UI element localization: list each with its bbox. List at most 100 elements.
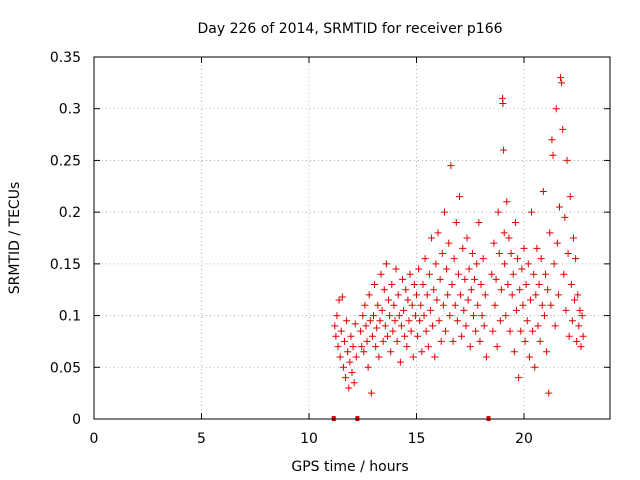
y-tick-label: 0.2	[59, 205, 81, 221]
data-point	[415, 265, 423, 273]
data-point	[389, 327, 397, 335]
data-point	[522, 281, 530, 289]
data-point	[454, 270, 462, 278]
data-point	[474, 301, 482, 309]
x-tick-label: 15	[408, 431, 426, 447]
data-point	[526, 296, 534, 304]
data-point	[368, 332, 376, 340]
data-point	[561, 213, 569, 221]
data-point	[538, 301, 546, 309]
data-point	[517, 327, 525, 335]
y-tick-label: 0.25	[50, 153, 81, 169]
data-point	[524, 260, 532, 268]
y-tick-label: 0.35	[50, 50, 81, 66]
y-tick-label: 0	[72, 412, 81, 428]
data-point	[451, 301, 459, 309]
data-point	[440, 208, 448, 216]
data-point	[456, 193, 463, 201]
data-point	[577, 343, 585, 351]
data-point	[370, 312, 377, 320]
data-point	[489, 327, 497, 335]
data-point	[488, 270, 496, 278]
y-axis: 0 0.05 0.1 0.15 0.2 0.25 0.3 0.35	[50, 50, 610, 428]
data-point	[480, 322, 488, 330]
data-point	[374, 301, 382, 309]
data-point	[571, 296, 579, 304]
data-point	[387, 348, 395, 356]
data-point	[418, 348, 426, 356]
data-point	[534, 322, 542, 330]
data-point	[468, 250, 476, 258]
data-point	[442, 327, 450, 335]
y-tick-label: 0.3	[59, 102, 81, 118]
data-point	[331, 322, 339, 330]
data-point	[432, 260, 440, 268]
data-point	[365, 291, 373, 299]
data-point	[386, 312, 394, 320]
data-point	[560, 270, 568, 278]
data-point	[430, 286, 438, 294]
data-point	[448, 281, 456, 289]
data-point	[358, 343, 366, 351]
data-point	[523, 317, 531, 325]
data-point	[521, 337, 529, 345]
data-point	[557, 74, 565, 82]
data-point	[437, 337, 445, 345]
data-point	[492, 275, 500, 283]
data-point	[551, 322, 559, 330]
plot-frame	[93, 56, 611, 420]
data-point	[382, 260, 390, 268]
data-point	[400, 306, 408, 314]
data-point	[366, 317, 374, 325]
data-point	[426, 306, 434, 314]
data-point	[519, 301, 527, 309]
data-point	[467, 286, 475, 294]
data-point	[383, 332, 391, 340]
data-point	[530, 270, 538, 278]
data-point	[532, 291, 540, 299]
data-point	[417, 301, 425, 309]
data-point	[406, 270, 414, 278]
data-point	[458, 332, 466, 340]
data-point	[449, 337, 457, 345]
data-point	[445, 239, 453, 247]
data-point	[550, 260, 558, 268]
data-point	[403, 343, 411, 351]
data-point	[573, 337, 581, 345]
data-point	[373, 324, 381, 332]
data-point	[390, 301, 398, 309]
data-point	[562, 306, 570, 314]
data-point	[443, 265, 451, 273]
data-point	[360, 348, 368, 356]
data-point	[506, 327, 514, 335]
data-point	[578, 312, 586, 320]
data-point	[479, 255, 487, 263]
data-point	[579, 332, 587, 340]
data-point	[424, 343, 432, 351]
data-point	[565, 332, 573, 340]
data-point	[405, 317, 413, 325]
data-point	[553, 239, 561, 247]
data-point	[335, 296, 343, 304]
data-point	[463, 234, 471, 242]
data-point	[336, 353, 344, 361]
data-point	[536, 337, 544, 345]
data-point	[359, 312, 367, 320]
data-point	[409, 353, 417, 361]
data-point	[505, 234, 513, 242]
data-point	[547, 301, 555, 309]
data-point	[453, 317, 461, 325]
data-points	[331, 74, 587, 397]
data-point	[566, 193, 574, 201]
y-tick-label: 0.1	[59, 309, 81, 325]
data-point	[364, 363, 372, 371]
data-point	[497, 286, 505, 294]
data-point	[543, 348, 551, 356]
data-point	[499, 100, 507, 108]
data-point	[348, 368, 356, 376]
data-point	[408, 301, 416, 309]
data-point	[460, 306, 468, 314]
data-point	[396, 358, 404, 366]
data-point	[435, 317, 443, 325]
x-axis-label: GPS time / hours	[291, 459, 408, 475]
